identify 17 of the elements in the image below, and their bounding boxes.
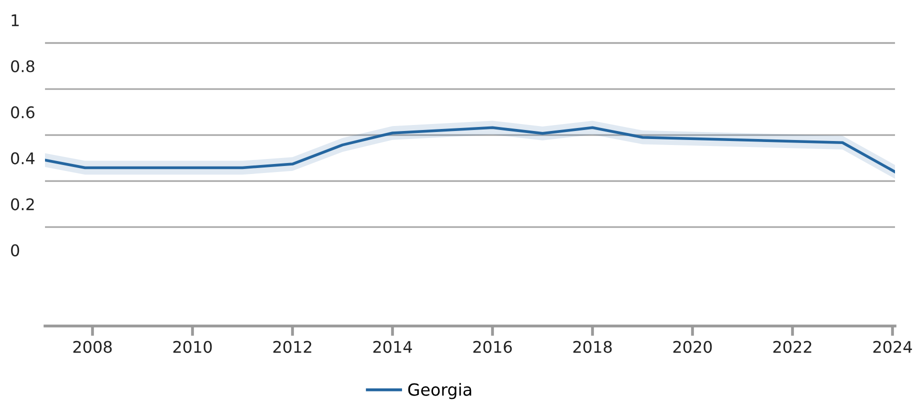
- x-tick-label: 2012: [273, 340, 312, 353]
- x-tick-label: 2010: [173, 340, 212, 353]
- x-tick-label: 2018: [573, 340, 612, 353]
- x-tick-label: 2024: [873, 340, 912, 353]
- x-tick-label: 2014: [373, 340, 412, 353]
- y-tick-label: 0.6: [11, 106, 34, 118]
- x-tick-label: 2008: [73, 340, 112, 353]
- y-tick-label: 0.4: [11, 152, 35, 164]
- x-tick-label: 2016: [473, 340, 512, 353]
- y-tick-label: 0: [11, 244, 20, 256]
- y-tick-label: 1: [12, 14, 19, 26]
- y-tick-label: 0.2: [11, 198, 34, 210]
- y-tick-label: 0.8: [11, 60, 34, 72]
- x-tick-label: 2020: [673, 340, 712, 353]
- legend-label: Georgia: [408, 382, 472, 400]
- line-series: [45, 126, 895, 174]
- x-tick-label: 2022: [773, 340, 812, 353]
